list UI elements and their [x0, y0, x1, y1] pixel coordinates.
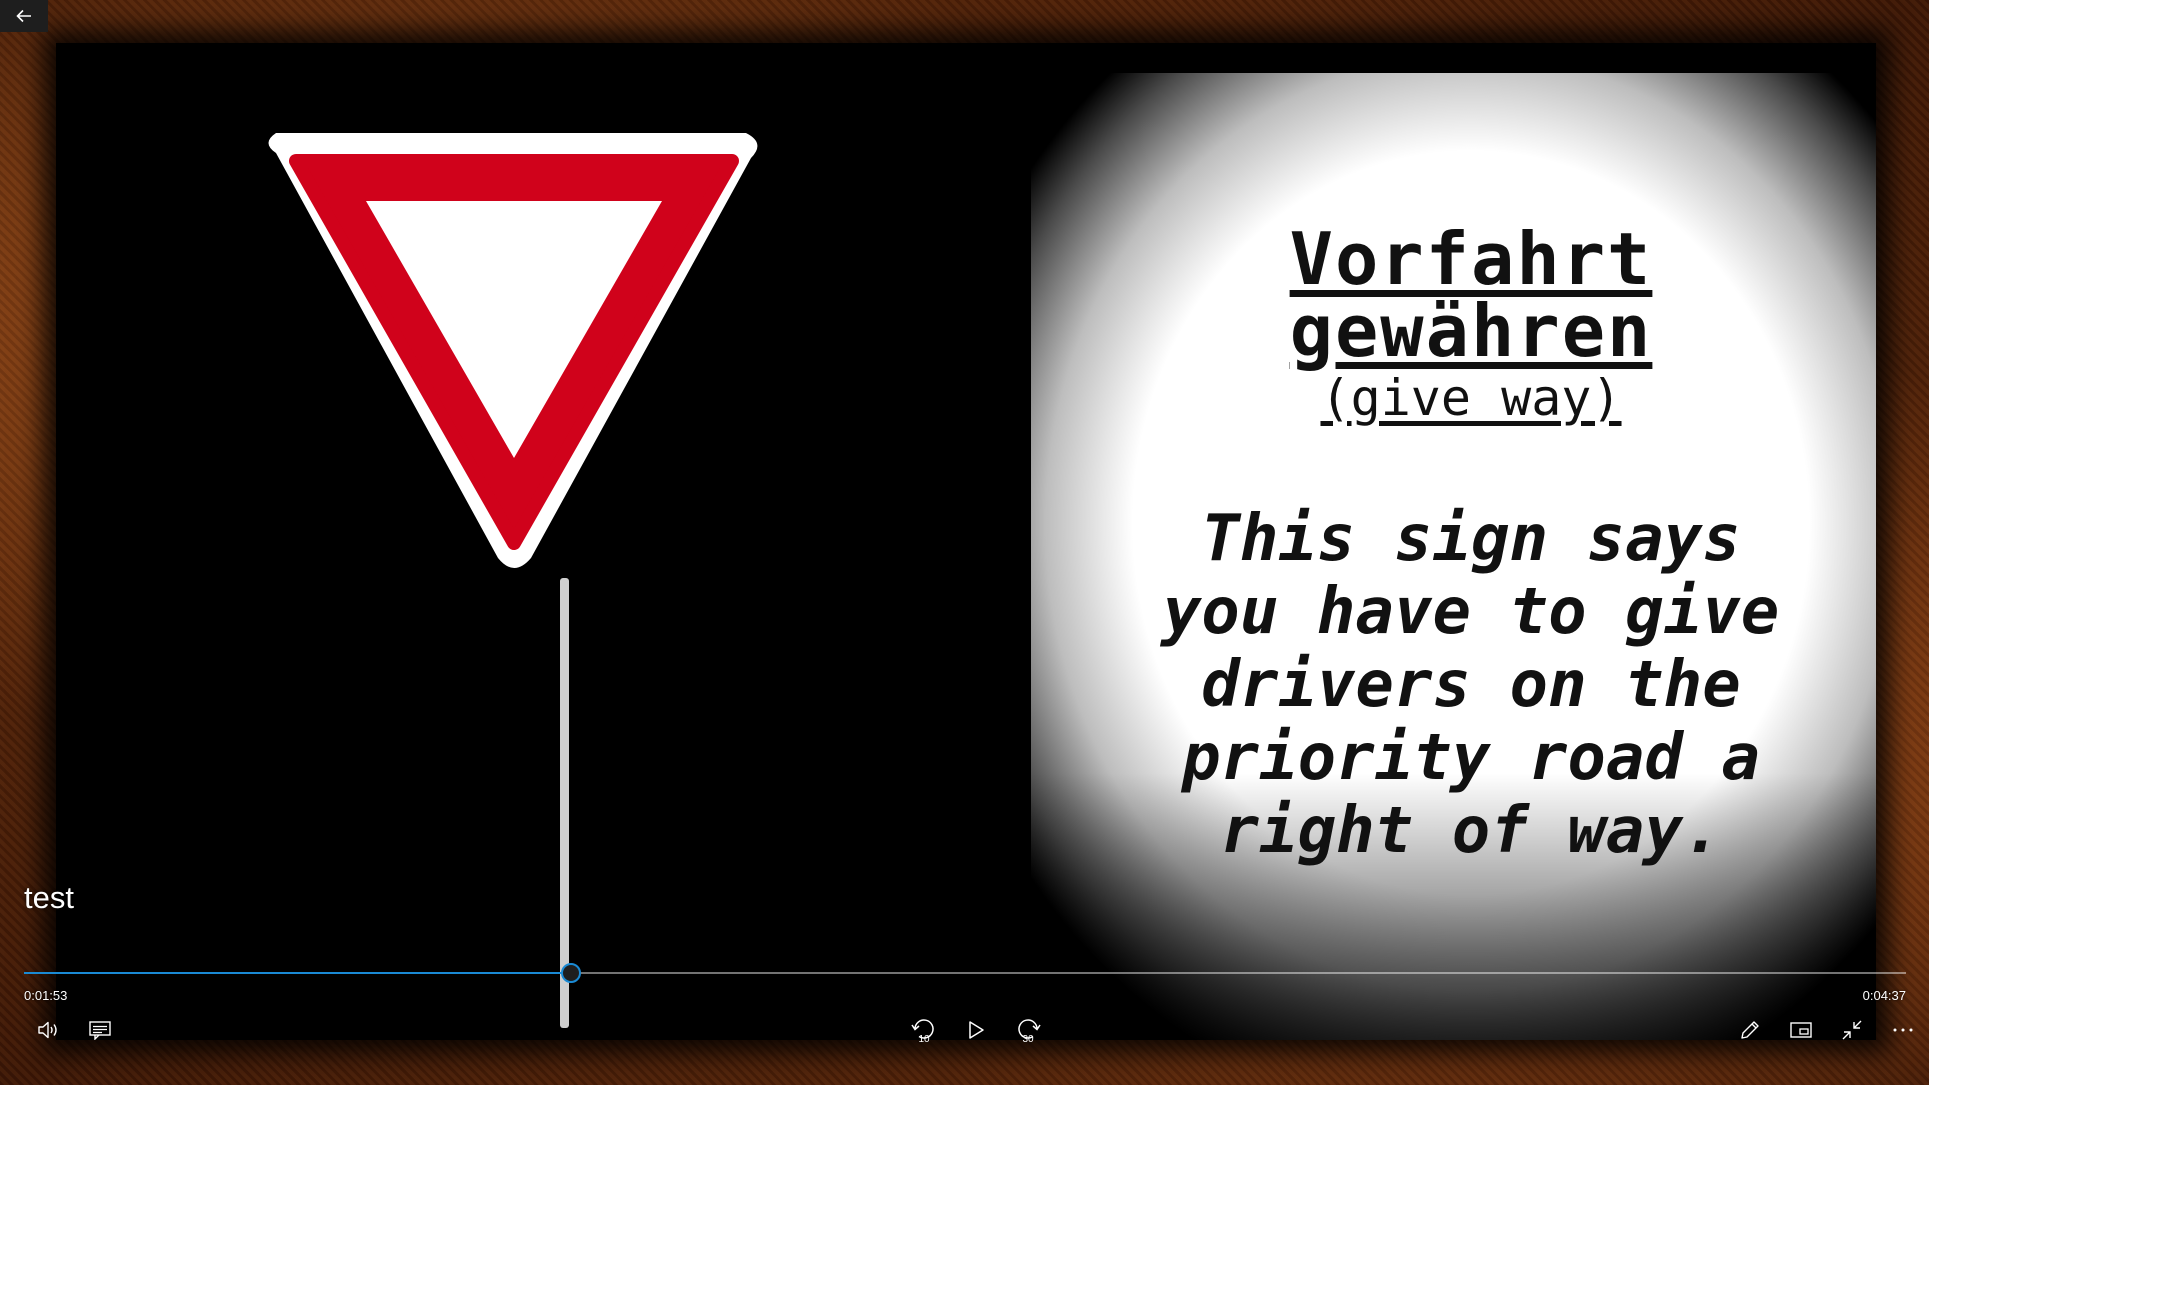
back-arrow-icon	[16, 9, 31, 23]
subtitles-button[interactable]	[80, 1012, 120, 1048]
current-time: 0:01:53	[24, 988, 68, 1003]
pen-icon	[1741, 1021, 1759, 1039]
skip-forward-label: 30	[1022, 1034, 1034, 1044]
description-line: This sign says	[1201, 502, 1741, 576]
volume-button[interactable]	[29, 1012, 69, 1048]
more-options-button[interactable]	[1883, 1012, 1923, 1048]
sign-title-line-2: gewähren	[1289, 289, 1653, 373]
seek-bar-played	[24, 972, 570, 974]
description-line: you have to give	[1162, 575, 1780, 649]
play-button[interactable]	[956, 1012, 996, 1048]
play-icon	[969, 1021, 984, 1039]
skip-forward-30-icon: 30	[1018, 1019, 1041, 1044]
edit-button[interactable]	[1730, 1012, 1770, 1048]
subtitles-icon	[89, 1021, 111, 1040]
sign-title-block: Vorfahrt gewähren (give way)	[1031, 223, 1876, 427]
skip-back-label: 10	[918, 1034, 930, 1044]
description-line: drivers on the	[1201, 648, 1741, 722]
seek-thumb[interactable]	[560, 963, 581, 983]
description-line: right of way.	[1220, 794, 1722, 868]
volume-icon	[38, 1021, 57, 1039]
sign-description: This sign says you have to give drivers …	[1091, 503, 1851, 868]
exit-fullscreen-button[interactable]	[1832, 1012, 1872, 1048]
skip-back-button[interactable]: 10	[904, 1012, 944, 1048]
skip-forward-button[interactable]: 30	[1008, 1012, 1048, 1048]
info-card: Vorfahrt gewähren (give way) This sign s…	[1031, 73, 1876, 1040]
yield-sign-image	[268, 133, 758, 1028]
sign-title-line-1: Vorfahrt	[1289, 217, 1653, 301]
total-time: 0:04:37	[1862, 988, 1906, 1003]
mini-view-button[interactable]	[1781, 1012, 1821, 1048]
sign-subtitle: (give way)	[1320, 369, 1622, 427]
description-line: priority road a	[1182, 721, 1760, 795]
video-player: Vorfahrt gewähren (give way) This sign s…	[0, 0, 1929, 1085]
exit-fullscreen-icon	[1842, 1020, 1862, 1040]
video-frame[interactable]: Vorfahrt gewähren (give way) This sign s…	[56, 43, 1876, 1040]
mini-view-icon	[1790, 1022, 1812, 1038]
back-button[interactable]	[0, 0, 48, 32]
seek-bar[interactable]	[24, 963, 1906, 983]
caption-text: test	[24, 880, 74, 915]
more-options-icon	[1893, 1028, 1913, 1032]
info-card-shade	[1031, 773, 1876, 1040]
skip-back-10-icon: 10	[911, 1019, 934, 1044]
